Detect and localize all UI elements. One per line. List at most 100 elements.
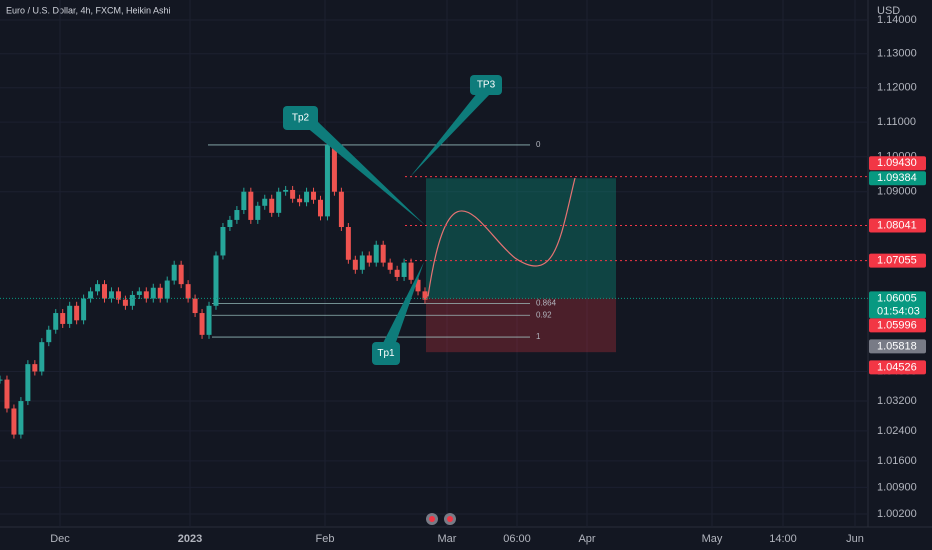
candle — [136, 291, 142, 295]
candle — [122, 299, 128, 306]
candle — [304, 191, 310, 203]
price-tag-label: 1.07055 — [877, 255, 917, 267]
price-tag-label: 1.04526 — [877, 361, 917, 373]
candle — [297, 198, 303, 203]
candle — [255, 205, 261, 220]
candle — [283, 189, 289, 192]
candle — [276, 191, 282, 213]
candle — [248, 191, 254, 220]
price-tick-label: 1.14000 — [877, 14, 917, 26]
time-tick-label: 14:00 — [769, 533, 797, 545]
candle — [290, 189, 296, 199]
candle — [143, 291, 149, 299]
chart-title: Euro / U.S. Dollar, 4h, FXCM, Heikin Ash… — [6, 5, 171, 15]
candle — [192, 298, 198, 314]
candle — [81, 298, 87, 321]
candle — [74, 305, 80, 321]
event-icon-dot — [429, 516, 435, 522]
callout-pointer — [410, 92, 490, 177]
axis-unit: USD — [877, 5, 900, 17]
candle — [234, 210, 240, 220]
candle — [4, 379, 10, 409]
candle — [213, 255, 219, 306]
candle — [129, 294, 135, 306]
candle — [269, 198, 275, 213]
candle — [157, 287, 163, 299]
candle — [115, 291, 121, 300]
candle — [46, 329, 52, 343]
projection-curve — [427, 177, 576, 297]
price-tag — [869, 171, 926, 186]
candle — [387, 262, 393, 270]
price-tag — [869, 156, 926, 171]
callout-box — [470, 75, 502, 95]
price-tag-label: 1.05818 — [877, 340, 917, 352]
price-tick-label: 1.12000 — [877, 82, 917, 94]
candle — [102, 284, 108, 299]
price-tag-label: 1.08041 — [877, 219, 917, 231]
candle — [345, 226, 351, 260]
candle — [32, 364, 38, 372]
price-tag-label: 1.05996 — [877, 319, 917, 331]
price-tick-label: 1.01600 — [877, 455, 917, 467]
time-tick-label: Dec — [50, 533, 70, 545]
candle — [324, 144, 330, 217]
candle — [150, 287, 156, 299]
price-tick-label: 1.02400 — [877, 425, 917, 437]
candle — [60, 313, 66, 324]
price-tag — [869, 339, 926, 354]
candle — [39, 342, 45, 372]
candle — [108, 291, 114, 299]
callout-box — [283, 106, 318, 130]
candle — [164, 280, 170, 299]
candle — [262, 198, 268, 206]
target-zone — [426, 178, 616, 299]
candle — [11, 408, 17, 435]
candle — [199, 313, 205, 335]
candle — [415, 279, 421, 292]
candle — [227, 219, 233, 227]
price-tag-label: 1.09430 — [877, 157, 917, 169]
candle — [53, 313, 59, 330]
price-tick-label: 1.00200 — [877, 508, 917, 520]
stop-zone — [426, 298, 616, 353]
candle — [241, 191, 247, 211]
fib-label: 0.92 — [536, 310, 552, 319]
price-tag-label: 1.06005 — [877, 292, 917, 304]
price-tick-label: 1.09000 — [877, 186, 917, 198]
price-tick-label: 1.00900 — [877, 481, 917, 493]
candle — [359, 255, 365, 270]
candle — [317, 199, 323, 217]
price-tag — [869, 253, 926, 268]
price-tick-label: 1.11000 — [877, 116, 916, 128]
candle — [25, 364, 31, 402]
callout-label: TP3 — [477, 80, 496, 91]
price-tag-label: 1.09384 — [877, 172, 917, 184]
time-tick-label: Apr — [578, 533, 595, 545]
candle — [394, 269, 400, 277]
time-tick-label: 06:00 — [503, 533, 531, 545]
candle — [380, 244, 386, 263]
candle — [18, 401, 24, 435]
price-tag — [869, 318, 926, 333]
candle — [0, 379, 3, 381]
event-icon-dot — [447, 516, 453, 522]
candle — [178, 264, 184, 285]
price-tag — [869, 291, 926, 319]
candle — [373, 244, 379, 263]
callout-label: Tp1 — [377, 348, 395, 359]
candle — [171, 264, 177, 281]
candle — [338, 191, 344, 227]
callout-pointer — [382, 262, 424, 345]
fib-label: 0 — [536, 140, 541, 149]
time-tick-label: 2023 — [178, 533, 202, 545]
candle — [366, 255, 372, 263]
price-tag — [869, 218, 926, 233]
candle — [206, 305, 212, 335]
callout-box — [372, 342, 400, 365]
candle — [422, 291, 428, 300]
fib-label: 0.864 — [536, 299, 557, 308]
candle — [67, 305, 73, 324]
